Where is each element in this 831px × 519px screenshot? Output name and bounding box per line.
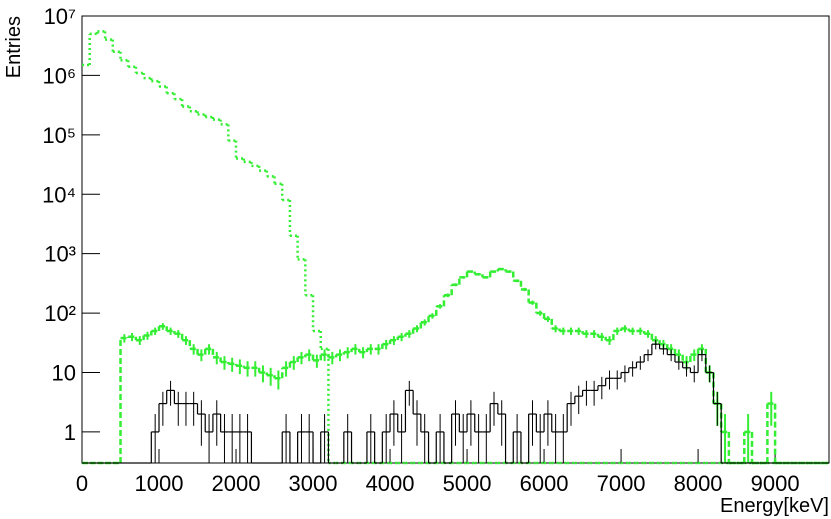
x-tick-label: 7000 [597, 471, 646, 496]
x-tick-label: 9000 [751, 471, 800, 496]
x-tick-label: 4000 [366, 471, 415, 496]
y-tick-label: 10³ [44, 242, 76, 267]
frame [81, 15, 830, 464]
y-tick-label: 10⁶ [42, 63, 76, 88]
y-tick-label: 10² [44, 301, 76, 326]
x-tick-label: 6000 [520, 471, 569, 496]
step-riser [150, 344, 722, 463]
x-tick-label: 8000 [674, 471, 723, 496]
step-riser [119, 269, 777, 463]
y-axis-label: Entries [3, 16, 25, 78]
y-tick-label: 10⁴ [42, 182, 76, 207]
x-axis-label: Energy[keV] [720, 495, 829, 517]
y-tick-label: 1 [64, 420, 76, 445]
x-tick-label: 5000 [443, 471, 492, 496]
x-tick-label: 3000 [289, 471, 338, 496]
y-tick-label: 10⁷ [44, 4, 76, 29]
x-tick-label: 0 [76, 471, 88, 496]
x-tick-label: 2000 [212, 471, 261, 496]
step-riser [88, 31, 330, 463]
y-tick-label: 10⁵ [42, 123, 76, 148]
x-tick-label: 1000 [135, 471, 184, 496]
y-tick-label: 10 [52, 361, 76, 386]
